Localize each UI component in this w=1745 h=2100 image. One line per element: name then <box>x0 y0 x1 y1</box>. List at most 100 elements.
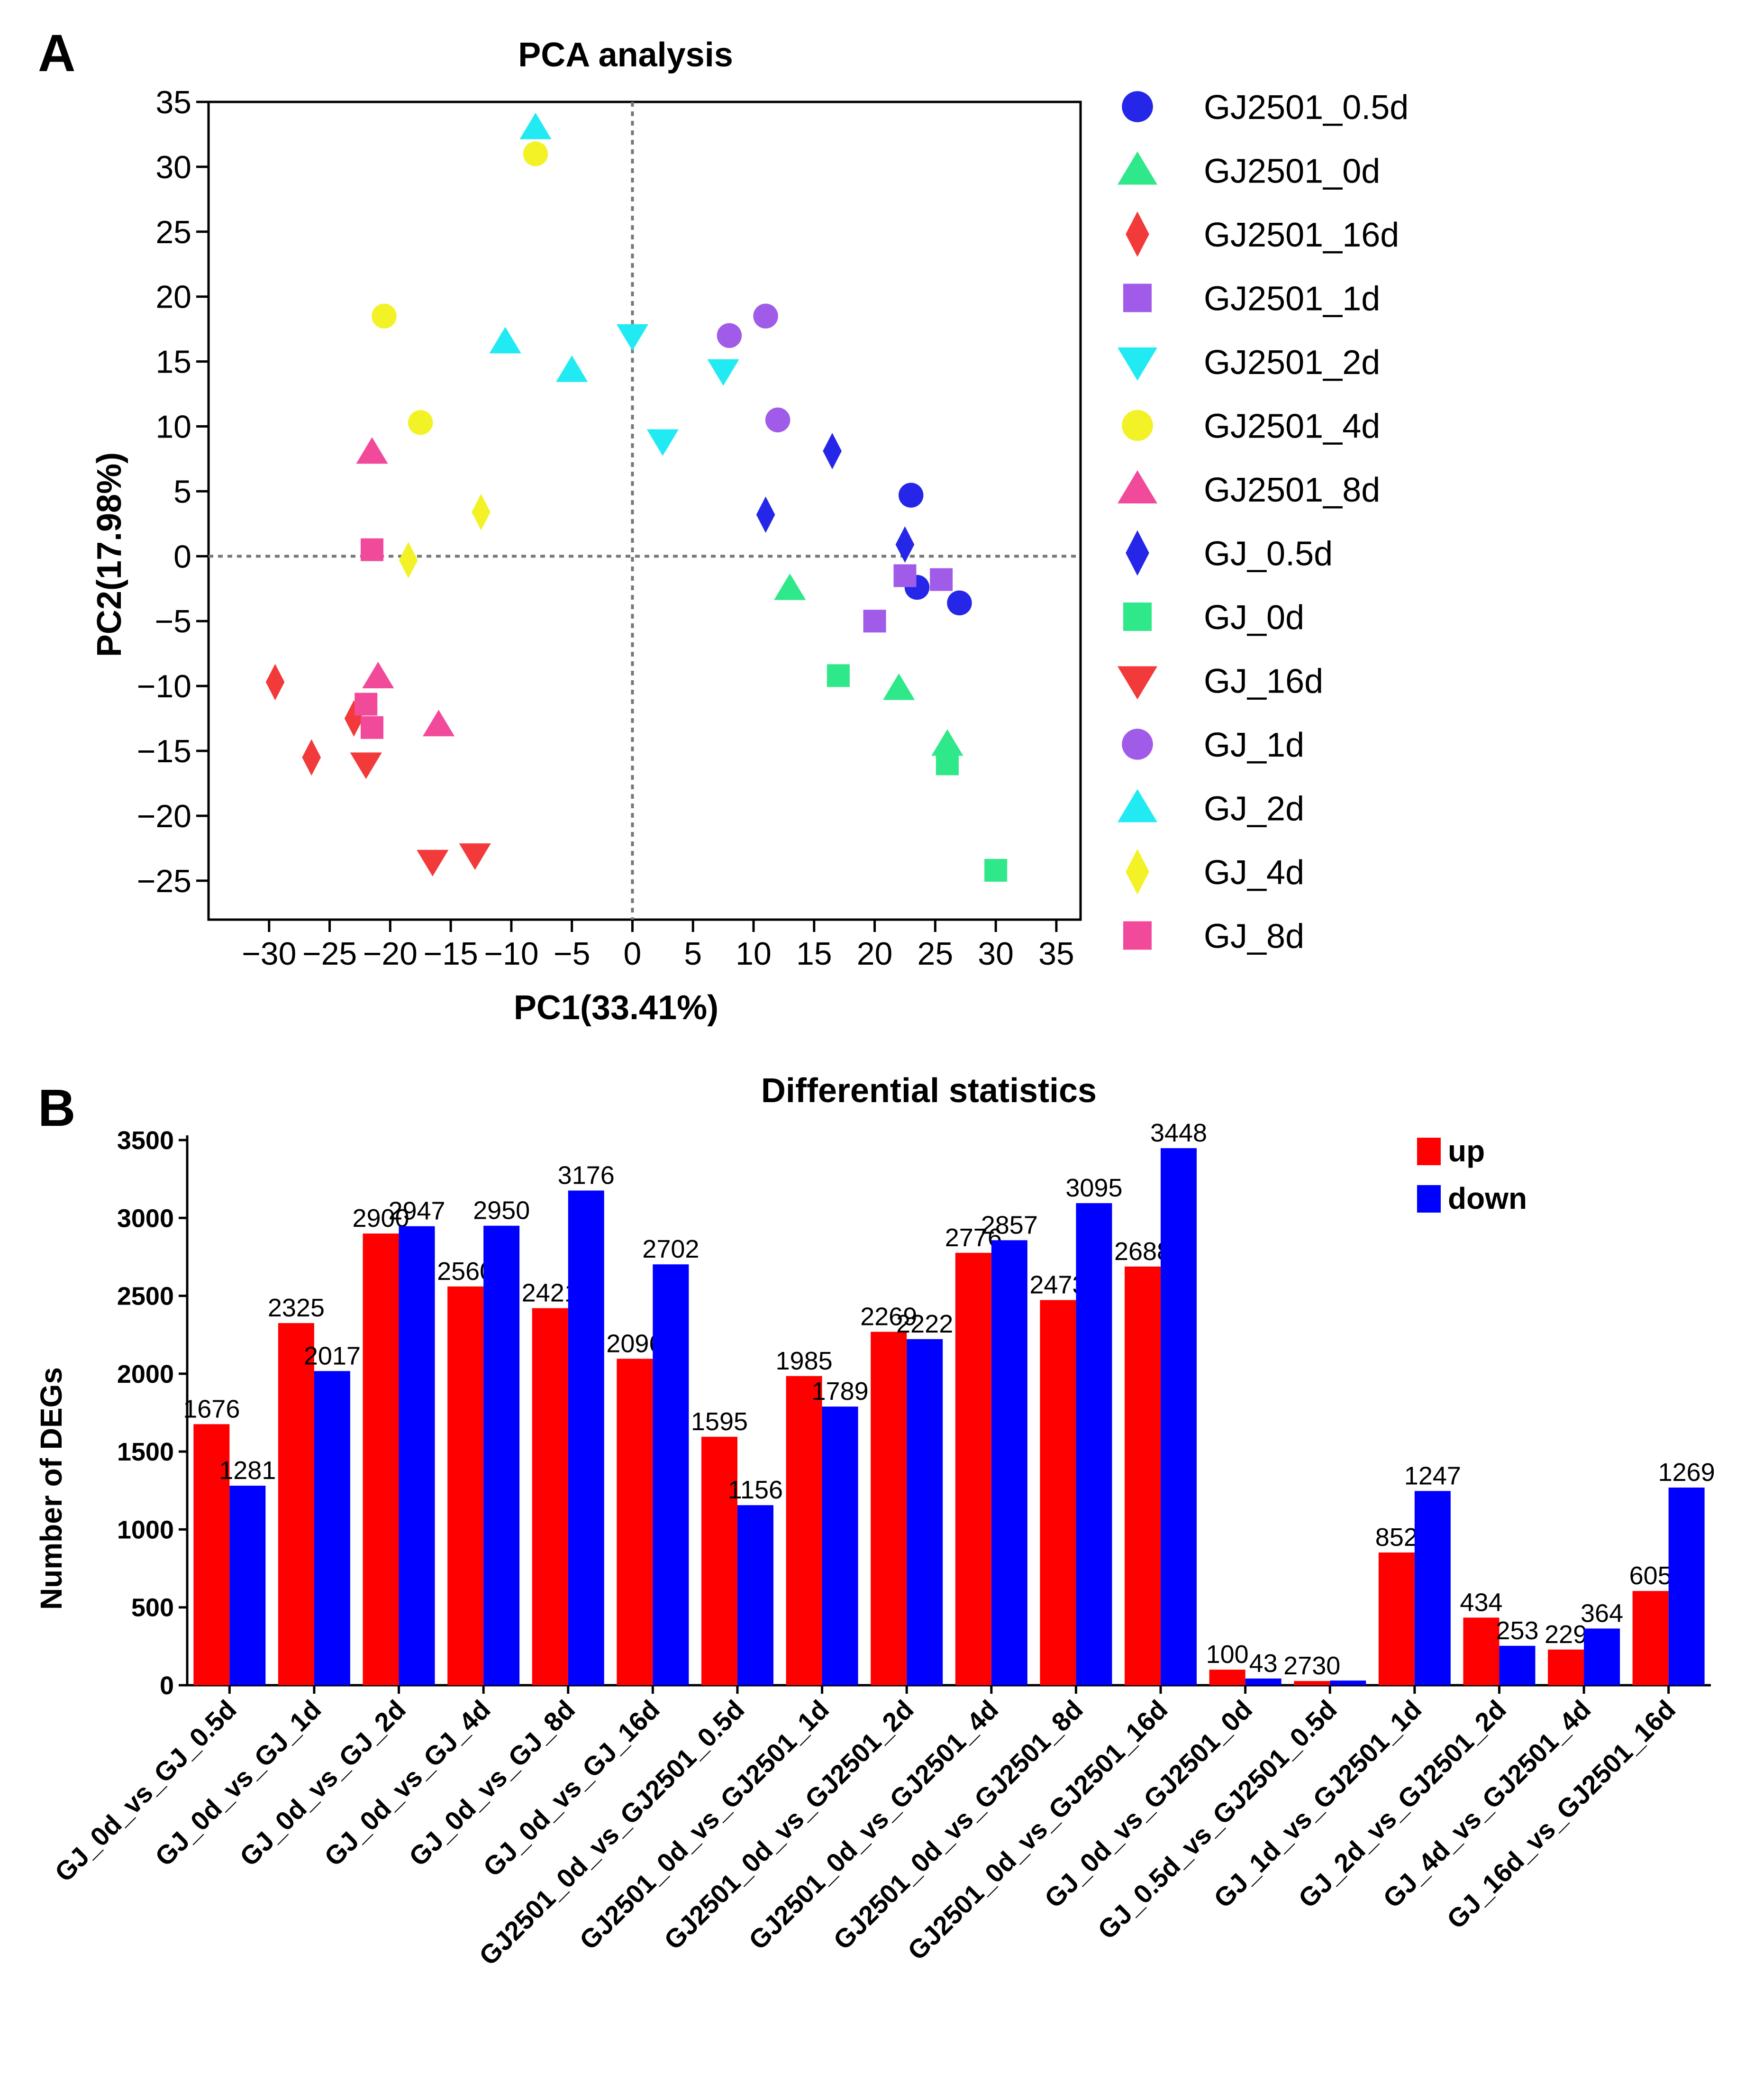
legend-marker-gj-1d <box>1122 729 1153 760</box>
pca-point-gj-1d <box>717 323 742 348</box>
bar-legend-label-up: up <box>1448 1134 1485 1168</box>
bar-y-tick-label: 2000 <box>117 1360 174 1388</box>
bar-legend-swatch-up <box>1417 1138 1441 1165</box>
bar-value-label-up: 229 <box>1545 1620 1587 1649</box>
bar-y-tick-label: 1000 <box>117 1516 174 1544</box>
bar-value-label-up: 2325 <box>268 1294 325 1322</box>
legend-label-gj2501-0d: GJ2501_0d <box>1204 153 1380 191</box>
pca-point-gj2501-1d <box>863 610 886 633</box>
pca-x-tick-label: −20 <box>363 936 418 972</box>
legend-label-gj-2d: GJ_2d <box>1204 790 1304 828</box>
legend-marker-gj-2d <box>1118 789 1157 822</box>
pca-point-gj2501-4d <box>372 303 397 329</box>
bar-category-label: GJ_0d_vs_GJ_4d <box>318 1694 496 1872</box>
bar-y-tick-label: 2500 <box>117 1282 174 1311</box>
pca-x-tick-label: 0 <box>624 936 642 972</box>
pca-point-gj-1d <box>753 303 778 329</box>
bar-down <box>568 1190 604 1685</box>
pca-y-label: PC2(17.98%) <box>91 452 128 657</box>
bar-up <box>1632 1591 1669 1685</box>
bar-value-label-down: 2950 <box>473 1196 530 1225</box>
pca-point-gj-1d <box>765 407 791 433</box>
bar-legend-swatch-down <box>1417 1185 1441 1213</box>
legend-marker-gj2501-1d <box>1123 283 1152 312</box>
bar-down <box>1076 1203 1112 1685</box>
legend-label-gj-4d: GJ_4d <box>1204 854 1304 892</box>
bar-value-label-down: 3095 <box>1065 1174 1122 1202</box>
bar-category-label: GJ_0d_vs_GJ_1d <box>149 1694 327 1872</box>
legend-marker-gj-4d <box>1126 849 1149 895</box>
bar-down <box>737 1505 773 1685</box>
bar-value-label-down: 1281 <box>219 1456 276 1485</box>
pca-x-tick-label: 25 <box>918 936 954 972</box>
bar-down <box>1584 1628 1620 1685</box>
pca-x-tick-label: 5 <box>684 936 702 972</box>
pca-point-gj2501-2d <box>616 324 649 351</box>
legend-marker-gj-0d <box>1123 603 1152 631</box>
pca-y-tick-label: 0 <box>173 539 191 575</box>
pca-x-tick-label: 15 <box>796 936 832 972</box>
pca-x-tick-label: 10 <box>736 936 772 972</box>
bar-y-tick-label: 500 <box>131 1594 174 1622</box>
pca-y-tick-label: 30 <box>155 149 191 185</box>
bar-y-tick-label: 3000 <box>117 1204 174 1233</box>
pca-y-tick-label: 35 <box>155 84 191 120</box>
pca-point-gj2501-8d <box>356 437 388 464</box>
pca-point-gj-0d <box>827 664 850 687</box>
legend-marker-gj2501-4d <box>1122 410 1153 441</box>
pca-point-gj-4d <box>472 493 491 530</box>
bar-up <box>1125 1266 1161 1685</box>
bar-value-label-down: 1156 <box>728 1476 783 1504</box>
bar-up <box>1209 1670 1245 1685</box>
pca-point-gj-2d <box>519 112 552 139</box>
bar-down <box>1161 1148 1197 1685</box>
bar-up <box>193 1424 230 1685</box>
legend-label-gj2501-8d: GJ2501_8d <box>1204 471 1380 509</box>
pca-point-gj2501-0d <box>774 573 806 600</box>
pca-point-gj2501-8d <box>422 710 455 737</box>
pca-point-gj-16d <box>417 849 449 877</box>
bar-up <box>786 1376 822 1685</box>
bar-value-label-up: 1985 <box>776 1347 833 1375</box>
pca-point-gj2501-1d <box>930 568 953 591</box>
legend-marker-gj-0-5d <box>1126 530 1149 576</box>
pca-point-gj2501-8d <box>362 661 394 688</box>
pca-point-gj-0d <box>984 858 1008 882</box>
panel-letter-b: B <box>38 1079 75 1137</box>
pca-point-gj-2d <box>489 327 521 354</box>
pca-x-tick-label: 20 <box>857 936 893 972</box>
bar-down <box>314 1371 350 1685</box>
pca-plot-frame <box>207 100 1082 921</box>
bar-down <box>822 1406 858 1685</box>
pca-x-tick-label: −25 <box>302 936 357 972</box>
pca-point-gj-8d <box>354 693 378 716</box>
pca-point-gj-8d <box>361 716 383 739</box>
bar-down <box>907 1339 943 1685</box>
bar-up <box>1548 1649 1584 1685</box>
legend-label-gj-0-5d: GJ_0.5d <box>1204 535 1333 573</box>
pca-y-tick-label: 10 <box>155 409 191 445</box>
legend-marker-gj2501-8d <box>1118 470 1157 503</box>
pca-y-tick-label: −10 <box>137 668 191 704</box>
legend-label-gj2501-2d: GJ2501_2d <box>1204 344 1380 382</box>
bar-down <box>1414 1491 1451 1685</box>
bar-legend-label-down: down <box>1448 1181 1527 1215</box>
bar-value-label-up: 852 <box>1375 1523 1418 1552</box>
legend-marker-gj-8d <box>1123 921 1152 950</box>
bar-value-label-down: 2702 <box>642 1235 699 1263</box>
pca-y-tick-label: 5 <box>173 474 191 510</box>
legend-marker-gj2501-16d <box>1126 211 1149 257</box>
bar-up <box>955 1252 991 1685</box>
bar-down <box>1245 1678 1281 1685</box>
pca-y-tick-label: −5 <box>155 603 191 639</box>
bar-value-label-down: 1247 <box>1404 1461 1461 1490</box>
bar-value-label-down: 364 <box>1581 1599 1623 1627</box>
pca-x-tick-label: −10 <box>484 936 538 972</box>
legend-marker-gj2501-2d <box>1118 347 1157 381</box>
bar-up <box>1378 1552 1415 1685</box>
pca-point-gj2501-0d <box>931 729 963 756</box>
bar-category-label: GJ_0d_vs_GJ_2d <box>234 1694 411 1872</box>
bar-value-label-up: 2730 <box>1283 1652 1340 1680</box>
bar-up <box>1040 1300 1076 1685</box>
